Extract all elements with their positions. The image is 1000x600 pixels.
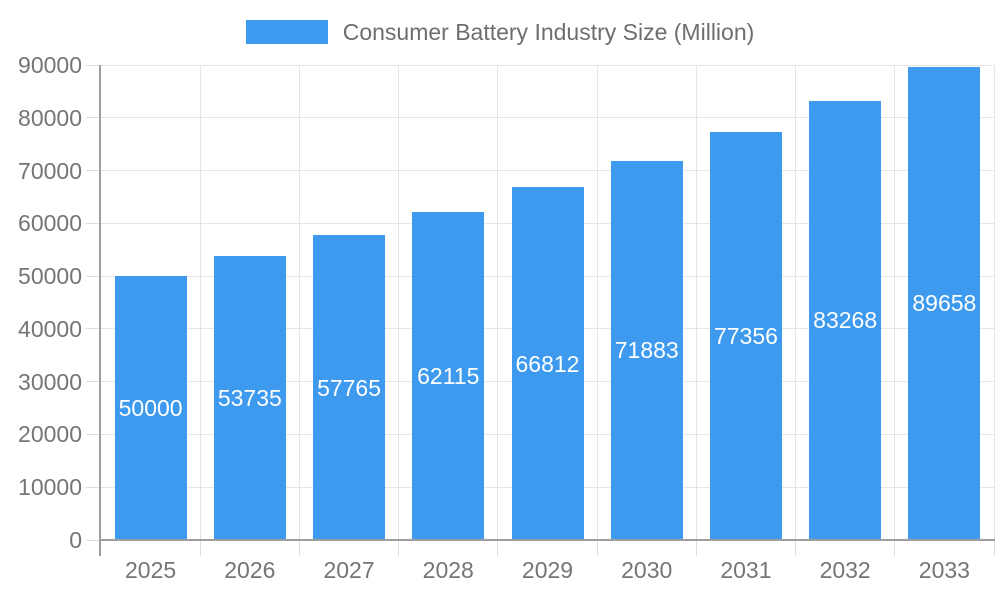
bar-value-label: 66812 [515,350,580,377]
y-axis-tick-label: 0 [69,527,82,553]
y-tick [86,275,100,277]
v-gridline [497,65,499,540]
legend-label: Consumer Battery Industry Size (Million) [342,19,755,45]
y-tick [86,328,100,330]
y-axis-tick-label: 40000 [18,315,82,342]
v-gridline [894,65,896,540]
bar-value-label: 89658 [912,290,977,317]
bar-2031 [709,131,782,540]
x-tick [497,541,499,556]
h-gridline [101,64,994,66]
bar-value-label: 50000 [118,395,183,422]
y-tick [86,170,100,172]
x-axis-tick-label: 2030 [621,557,673,583]
bar-2026 [213,256,286,540]
x-tick [398,541,400,556]
y-tick [86,433,100,435]
bar-value-label: 77356 [713,322,778,349]
bar-2025 [114,276,187,540]
h-gridline [101,117,994,119]
y-axis-tick-label: 50000 [18,263,82,290]
x-axis-tick-label: 2033 [918,557,970,583]
x-axis-tick-label: 2027 [323,557,375,583]
y-axis-tick-label: 80000 [18,104,82,131]
v-gridline [199,65,201,540]
x-tick [894,541,896,556]
x-axis-tick-label: 2031 [720,557,772,583]
y-tick [86,381,100,383]
bar-value-label: 62115 [417,363,480,390]
v-gridline [398,65,400,540]
y-axis-tick-label: 10000 [18,474,82,501]
bar-2033 [908,66,981,540]
y-axis-tick-label: 70000 [18,157,82,184]
x-axis-tick-label: 2029 [521,557,574,583]
x-axis-tick-label: 2032 [819,557,871,583]
v-gridline [298,65,300,540]
bar-value-label: 71883 [614,337,679,364]
x-tick [695,541,697,556]
x-axis-tick-label: 2026 [224,557,276,583]
y-tick [86,222,100,224]
x-tick [795,541,797,556]
v-gridline [695,65,697,540]
bar-2029 [511,187,584,540]
bar-2027 [313,235,386,540]
y-tick [86,117,100,119]
y-axis-line [99,65,101,556]
y-axis-tick-label: 30000 [18,368,82,395]
x-tick [993,541,995,556]
legend-swatch [245,20,328,44]
x-axis-baseline [99,539,995,541]
y-axis-tick-label: 60000 [18,210,82,237]
bar-2030 [610,160,683,540]
v-gridline [596,65,598,540]
bar-value-label: 57765 [317,374,382,401]
x-axis-tick-label: 2025 [125,557,177,583]
x-tick [298,541,300,556]
bar-value-label: 83268 [813,307,878,334]
bar-2032 [809,100,882,540]
x-tick [199,541,201,556]
y-tick [86,539,100,541]
y-axis-tick-label: 20000 [18,421,82,448]
bar-value-label: 53735 [217,385,282,412]
bar-2028 [412,212,485,540]
v-gridline [993,65,995,540]
x-tick [596,541,598,556]
v-gridline [795,65,797,540]
y-tick [86,486,100,488]
y-tick [86,64,100,66]
h-gridline [101,170,994,172]
y-axis-tick-label: 90000 [18,52,82,78]
chart-legend[interactable]: Consumer Battery Industry Size (Million) [0,19,1000,45]
x-axis-tick-label: 2028 [422,557,474,583]
